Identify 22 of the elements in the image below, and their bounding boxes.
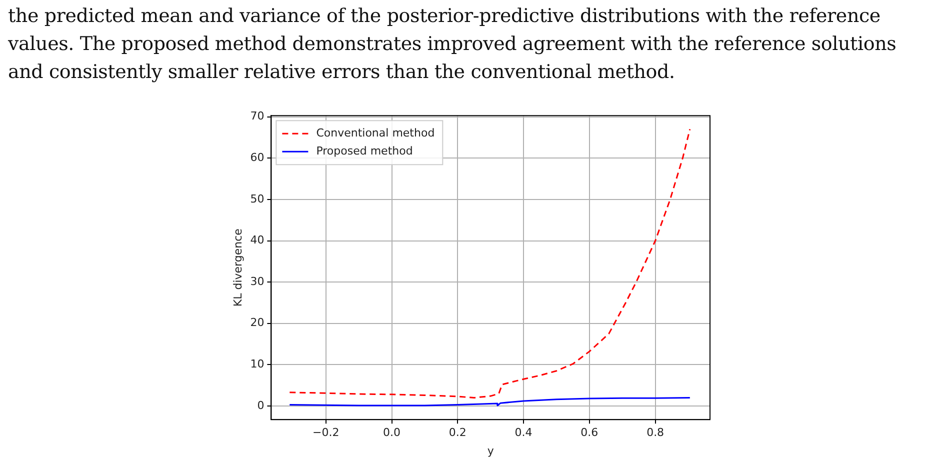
y-tick-label: 50 (250, 192, 264, 206)
legend-label: Proposed method (316, 144, 413, 158)
x-axis-title: y (487, 444, 494, 458)
y-tick-label: 60 (250, 151, 264, 164)
y-tick-label: 0 (257, 398, 264, 412)
x-tick-label: 0.2 (448, 426, 466, 440)
text: values. The proposed method demonstrates improved agreement with the reference solutions (8, 32, 896, 57)
y-axis-title: KL divergence (231, 228, 244, 307)
y-tick-label: 40 (250, 234, 264, 247)
y-tick-label: 30 (250, 274, 264, 288)
text: and consistently smaller relative errors than the conventional method. (8, 60, 676, 85)
x-tick-label: 0.0 (383, 426, 401, 440)
line-series (288, 128, 691, 398)
legend-label: Conventional method (316, 126, 435, 140)
y-tick-label: 70 (250, 110, 264, 123)
x-tick-label: 0.4 (514, 426, 532, 440)
text: the predicted mean and variance of the posterior-predictive distributions with the reference (8, 4, 882, 29)
y-tick-label: 10 (250, 358, 264, 371)
y-tick-label: 20 (250, 316, 264, 330)
x-tick-label: 0.8 (646, 426, 664, 440)
x-tick-label: −0.2 (312, 426, 340, 440)
x-tick-label: 0.6 (580, 426, 598, 440)
